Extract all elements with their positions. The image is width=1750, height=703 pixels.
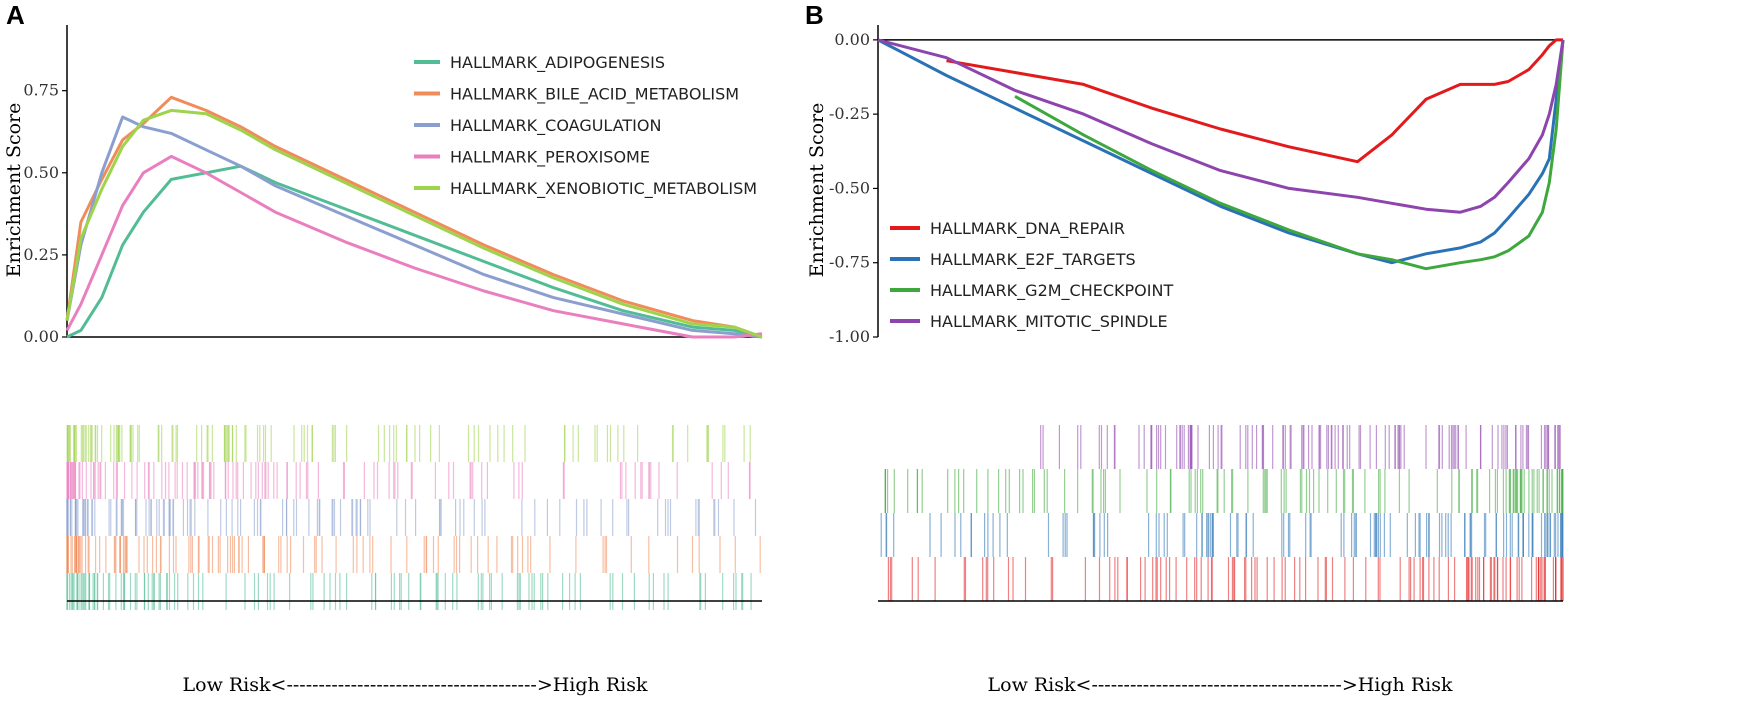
rug-row-hallmark-dna-repair <box>887 557 1564 601</box>
panel-a: A Enrichment Score 0.00 0.25 0.50 0.75 HALL… <box>3 0 763 696</box>
rug-row-hallmark-mitotic-spindle <box>1040 425 1561 469</box>
rug-row-hallmark-bile-acid-metabolism <box>66 536 761 573</box>
panel-b-axes: 0.00 -0.25 -0.50 -0.75 -1.00 <box>829 25 1563 346</box>
panel-a-ylabel: Enrichment Score <box>3 103 25 278</box>
rug-row-hallmark-adipogenesis <box>66 573 752 610</box>
y-tick-label: 0.50 <box>23 163 59 182</box>
legend-label-hallmark-g2m-checkpoint: HALLMARK_G2M_CHECKPOINT <box>930 281 1173 301</box>
rug-row-hallmark-coagulation <box>66 499 757 536</box>
series-line-hallmark-e2f-targets <box>877 38 1565 265</box>
panel-a-risk-axis-label: Low Risk<-------------------------------… <box>183 674 648 696</box>
panel-a-legend: HALLMARK_ADIPOGENESIS HALLMARK_BILE_ACID_… <box>414 53 757 199</box>
series-line-hallmark-adipogenesis <box>66 164 763 339</box>
series-line-hallmark-dna-repair <box>946 38 1563 164</box>
y-tick-label: -1.00 <box>829 327 870 346</box>
rug-row-hallmark-xenobiotic-metabolism <box>66 425 751 462</box>
panel-a-axes: 0.00 0.25 0.50 0.75 <box>23 25 762 346</box>
rug-row-hallmark-peroxisome <box>66 462 751 499</box>
y-tick-label: -0.50 <box>829 178 870 197</box>
panel-b-rug <box>878 425 1564 602</box>
series-line-hallmark-peroxisome <box>65 154 763 339</box>
panel-b-legend: HALLMARK_DNA_REPAIR HALLMARK_E2F_TARGETS H… <box>890 219 1173 332</box>
legend-label-hallmark-e2f-targets: HALLMARK_E2F_TARGETS <box>930 250 1136 270</box>
legend-label-hallmark-bile-acid-metabolism: HALLMARK_BILE_ACID_METABOLISM <box>450 85 739 105</box>
series-line-hallmark-g2m-checkpoint <box>1014 39 1565 271</box>
series-line-hallmark-xenobiotic-metabolism <box>65 108 763 339</box>
y-tick-label: -0.75 <box>829 253 870 272</box>
panel-b-risk-axis-label: Low Risk<-------------------------------… <box>988 674 1453 696</box>
y-tick-label: 0.25 <box>23 245 59 264</box>
rug-row-hallmark-e2f-targets <box>880 513 1564 557</box>
panel-b-lines <box>877 38 1565 271</box>
rug-row-hallmark-g2m-checkpoint <box>884 469 1564 513</box>
legend-label-hallmark-xenobiotic-metabolism: HALLMARK_XENOBIOTIC_METABOLISM <box>450 179 757 199</box>
legend-label-hallmark-dna-repair: HALLMARK_DNA_REPAIR <box>930 219 1125 239</box>
series-line-hallmark-coagulation <box>65 115 763 339</box>
y-tick-label: 0.75 <box>23 81 59 100</box>
panel-b-ylabel: Enrichment Score <box>806 103 828 278</box>
legend-label-hallmark-coagulation: HALLMARK_COAGULATION <box>450 116 661 136</box>
y-tick-label: -0.25 <box>829 104 870 123</box>
panel-a-lines <box>65 95 763 339</box>
legend-label-hallmark-adipogenesis: HALLMARK_ADIPOGENESIS <box>450 53 665 73</box>
y-tick-label: 0.00 <box>834 30 870 49</box>
panel-b-label: B <box>805 0 824 30</box>
legend-label-hallmark-mitotic-spindle: HALLMARK_MITOTIC_SPINDLE <box>930 312 1168 332</box>
series-line-hallmark-mitotic-spindle <box>877 38 1565 214</box>
panel-a-label: A <box>6 0 25 30</box>
panel-b: B Enrichment Score 0.00 -0.25 -0.50 -0.75 -1… <box>805 0 1565 696</box>
legend-label-hallmark-peroxisome: HALLMARK_PEROXISOME <box>450 148 650 168</box>
y-tick-label: 0.00 <box>23 327 59 346</box>
series-line-hallmark-bile-acid-metabolism <box>65 95 763 339</box>
panel-a-rug <box>66 425 762 610</box>
